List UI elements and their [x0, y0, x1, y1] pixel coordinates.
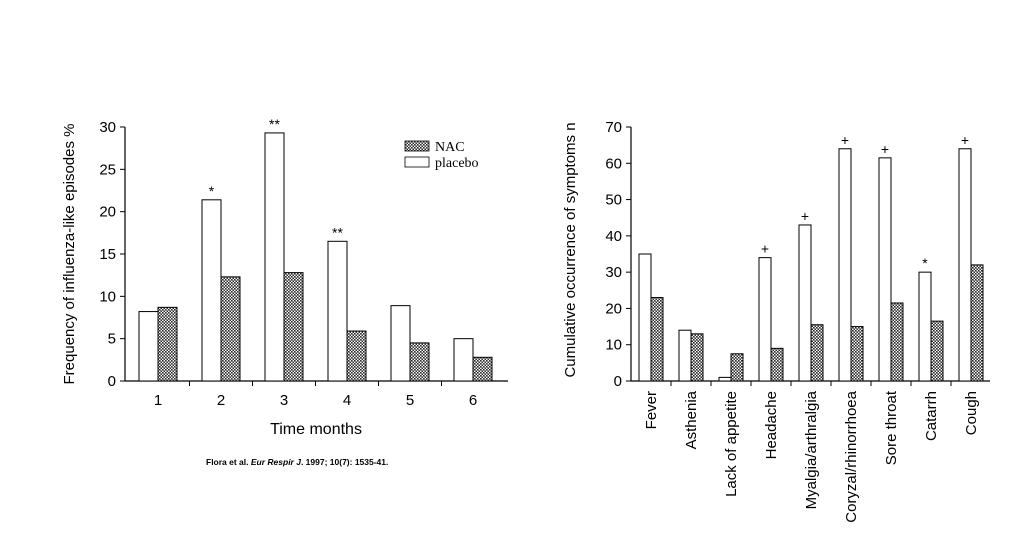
x-tick-label: Fever — [643, 391, 660, 429]
bar-placebo-2 — [718, 376, 732, 382]
bar-placebo-5 — [838, 148, 852, 382]
x-tick-label: Sore throat — [883, 390, 900, 465]
bar-nac-3 — [346, 330, 367, 382]
bar-nac-5 — [850, 326, 864, 382]
bar-nac-4 — [810, 324, 824, 382]
bar-nac-0 — [157, 306, 178, 382]
y-tick-label: 70 — [605, 119, 622, 136]
bar-placebo-4 — [798, 224, 812, 382]
bar-nac-1 — [690, 333, 704, 382]
significance-mark: + — [841, 132, 849, 148]
y-tick-label: 60 — [605, 155, 622, 172]
x-tick-label: 6 — [469, 392, 477, 409]
significance-mark: + — [801, 208, 809, 224]
bar-nac-6 — [890, 302, 904, 382]
legend-swatch-nac — [404, 140, 430, 152]
x-tick-label: Asthenia — [683, 390, 700, 449]
bar-placebo-5 — [453, 338, 474, 382]
bar-placebo-6 — [878, 157, 892, 382]
bar-nac-2 — [283, 272, 304, 382]
bar-placebo-1 — [201, 199, 222, 382]
x-tick-label: Coryzal/rhinorrhoea — [843, 390, 860, 522]
y-tick-label: 0 — [108, 373, 116, 390]
bar-nac-8 — [970, 264, 984, 382]
bar-nac-0 — [650, 297, 664, 382]
y-tick-label: 15 — [99, 246, 116, 263]
bar-placebo-2 — [264, 132, 285, 382]
citation-details: . 1997; 10(7): 1535-41. — [300, 457, 389, 467]
x-axis-label: Time months — [270, 421, 362, 438]
y-tick-label: 0 — [614, 373, 622, 390]
bar-nac-5 — [472, 356, 493, 382]
x-tick-label: 1 — [154, 392, 162, 409]
significance-mark: + — [961, 132, 969, 148]
bar-placebo-3 — [758, 257, 772, 382]
legend-swatch-placebo — [404, 156, 430, 168]
y-tick-label: 30 — [99, 119, 116, 136]
bar-placebo-8 — [958, 148, 972, 382]
bar-nac-2 — [730, 353, 744, 382]
significance-mark: + — [881, 141, 889, 157]
legend-label-nac: NAC — [435, 140, 465, 155]
y-tick-label: 25 — [99, 161, 116, 178]
significance-mark: ** — [269, 116, 280, 132]
significance-mark: ** — [332, 224, 343, 240]
x-tick-label: Myalgia/arthralgia — [803, 390, 820, 509]
bar-nac-4 — [409, 342, 430, 382]
x-tick-label: 2 — [217, 392, 225, 409]
y-tick-label: 20 — [605, 300, 622, 317]
x-tick-label: 5 — [406, 392, 414, 409]
y-tick-label: 10 — [99, 288, 116, 305]
y-tick-label: 20 — [99, 204, 116, 221]
chart-symptoms: 0 10 20 30 40 50 60 70 Cumulative occurrence of … — [562, 119, 990, 523]
x-tick-label: Lack of appetite — [723, 391, 740, 497]
bar-placebo-0 — [638, 253, 652, 382]
bar-nac-7 — [930, 320, 944, 382]
x-tick-label: Catarrh — [923, 391, 940, 441]
bar-placebo-4 — [390, 305, 411, 382]
bar-placebo-3 — [327, 240, 348, 382]
y-axis-label: Frequency of influenza-like episodes % — [61, 124, 78, 385]
citation-journal: Eur Respir J — [250, 457, 301, 467]
significance-mark: * — [209, 183, 215, 199]
bar-placebo-1 — [678, 329, 692, 382]
significance-mark: + — [761, 241, 769, 257]
significance-mark: * — [922, 255, 928, 271]
bar-placebo-0 — [138, 311, 159, 382]
citation-authors: Flora et al. — [206, 457, 251, 467]
y-tick-label: 30 — [605, 264, 622, 281]
y-tick-label: 10 — [605, 337, 622, 354]
y-axis-label: Cumulative occurrence of symptoms n — [562, 122, 579, 377]
legend-label-placebo: placebo — [435, 156, 479, 171]
bar-nac-3 — [770, 347, 784, 382]
citation: Flora et al. Eur Respir J. 1997; 10(7): … — [206, 457, 388, 467]
x-tick-label: 4 — [343, 392, 351, 409]
y-tick-label: 40 — [605, 228, 622, 245]
x-tick-label: 3 — [280, 392, 288, 409]
y-tick-label: 5 — [108, 331, 116, 348]
x-tick-label: Headache — [763, 391, 780, 459]
y-tick-label: 50 — [605, 192, 622, 209]
bar-placebo-7 — [918, 271, 932, 382]
x-tick-label: Cough — [963, 391, 980, 435]
bar-nac-1 — [220, 276, 241, 382]
